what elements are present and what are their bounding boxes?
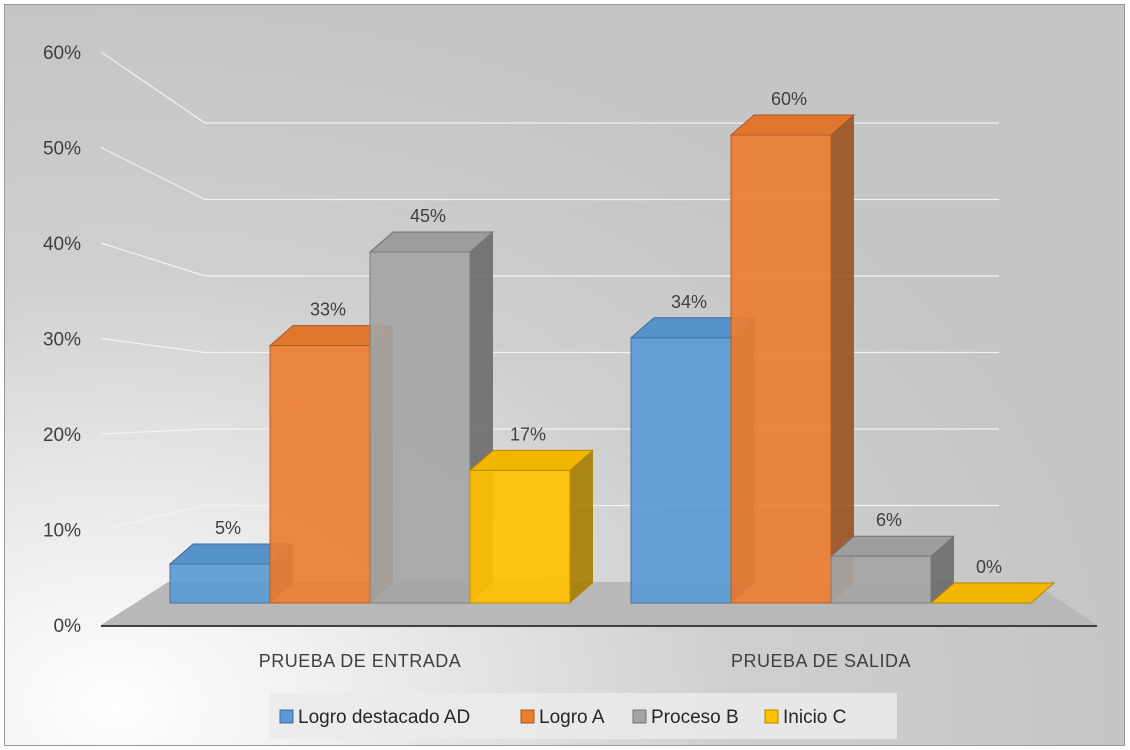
- legend-swatch: [279, 709, 294, 724]
- legend-label: Proceso B: [651, 707, 739, 728]
- bar: [469, 469, 571, 604]
- gridline-diagonal: [100, 428, 206, 435]
- data-label: 17%: [510, 424, 546, 444]
- data-label: 60%: [771, 89, 807, 109]
- legend-swatch: [764, 709, 779, 724]
- bar: [269, 345, 371, 604]
- data-label: 45%: [410, 206, 446, 226]
- bar: [630, 337, 732, 604]
- bar-chart: 0% 10% 20% 30% 40% 50% 60% PRUEBA DE ENTRADA PRU…: [43, 43, 1097, 739]
- x-axis-line: [101, 625, 1097, 627]
- gridline-diagonal: [100, 242, 206, 277]
- y-tick-label: 60%: [43, 43, 81, 64]
- legend-label: Logro destacado AD: [298, 707, 470, 728]
- y-tick-label: 0%: [54, 616, 82, 637]
- data-label: 0%: [976, 557, 1002, 577]
- y-tick-label: 40%: [43, 234, 81, 255]
- y-tick-label: 20%: [43, 425, 81, 446]
- category-label: PRUEBA DE ENTRADA: [259, 651, 462, 671]
- y-tick-label: 30%: [43, 330, 81, 351]
- bar: [730, 134, 832, 604]
- bar-side: [570, 450, 593, 603]
- data-label: 6%: [876, 510, 902, 530]
- gridline-diagonal: [100, 51, 206, 124]
- chart-frame: 0% 10% 20% 30% 40% 50% 60% PRUEBA DE ENTRADA PRU…: [4, 4, 1125, 746]
- category-label: PRUEBA DE SALIDA: [731, 651, 911, 671]
- gridline-diagonal: [100, 146, 206, 201]
- y-tick-label: 50%: [43, 139, 81, 160]
- bar-side: [931, 536, 954, 603]
- bar-side: [831, 115, 854, 603]
- gridline-diagonal: [100, 504, 206, 531]
- legend-box: [270, 693, 897, 739]
- bar: [369, 251, 471, 604]
- legend-label: Inicio C: [783, 707, 846, 728]
- y-tick-label: 10%: [43, 521, 81, 542]
- legend-swatch: [520, 709, 535, 724]
- bar: [830, 555, 932, 604]
- legend-label: Logro A: [539, 707, 605, 728]
- bar-top: [929, 582, 1056, 604]
- data-label: 34%: [671, 292, 707, 312]
- bar: [169, 563, 271, 604]
- data-label: 5%: [215, 518, 241, 538]
- gridline-diagonal: [100, 337, 206, 354]
- legend-swatch: [632, 709, 647, 724]
- data-label: 33%: [310, 300, 346, 320]
